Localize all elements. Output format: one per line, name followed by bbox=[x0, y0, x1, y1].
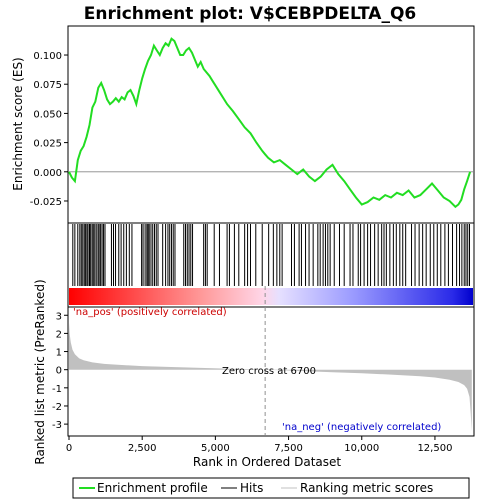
metric-x-axis-label: Rank in Ordered Dataset bbox=[193, 455, 341, 469]
zero-cross-label: Zero cross at 6700 bbox=[222, 366, 316, 377]
legend-label-ranking-metric: Ranking metric scores bbox=[300, 481, 433, 495]
metric-y-tick-label: 1 bbox=[56, 348, 62, 359]
metric-x-tick-label: 2,500 bbox=[128, 443, 157, 454]
legend-label-hits: Hits bbox=[240, 481, 263, 495]
hits-panel bbox=[68, 223, 474, 307]
legend-label-enrichment-profile: Enrichment profile bbox=[97, 481, 208, 495]
metric-y-tick-label: -3 bbox=[52, 420, 62, 431]
es-y-tick-label: 0.100 bbox=[33, 51, 62, 62]
metric-y-tick-label: -2 bbox=[52, 402, 62, 413]
metric-y-tick-label: 0 bbox=[56, 366, 62, 377]
chart-title: Enrichment plot: V$CEBPDELTA_Q6 bbox=[84, 4, 416, 24]
positive-correlation-label: 'na_pos' (positively correlated) bbox=[73, 307, 227, 318]
es-y-tick-label: 0.075 bbox=[33, 80, 62, 91]
metric-y-axis-ticks: -3 -2 -1 0 1 2 3 bbox=[52, 311, 68, 431]
rank-colorbar bbox=[69, 288, 473, 305]
enrichment-score-panel: -0.025 0.000 0.025 0.050 0.075 0.100 Enrichme… bbox=[11, 26, 474, 223]
metric-x-tick-label: 5,000 bbox=[201, 443, 230, 454]
metric-x-tick-label: 0 bbox=[66, 443, 72, 454]
metric-y-tick-label: -1 bbox=[52, 384, 62, 395]
metric-y-axis-label: Ranked list metric (PreRanked) bbox=[33, 279, 47, 464]
es-y-tick-label: 0.000 bbox=[33, 168, 62, 179]
negative-correlation-label: 'na_neg' (negatively correlated) bbox=[282, 422, 441, 433]
metric-y-tick-label: 2 bbox=[56, 329, 62, 340]
es-y-tick-label: 0.050 bbox=[33, 109, 62, 120]
metric-x-tick-label: 12,500 bbox=[417, 443, 452, 454]
es-plot-frame bbox=[68, 26, 474, 223]
metric-y-tick-label: 3 bbox=[56, 311, 62, 322]
metric-x-tick-label: 10,000 bbox=[344, 443, 379, 454]
metric-x-tick-label: 7,500 bbox=[274, 443, 303, 454]
es-y-axis-ticks: -0.025 0.000 0.025 0.050 0.075 0.100 bbox=[30, 51, 68, 208]
metric-x-axis-ticks: 0 2,500 5,000 7,500 10,000 12,500 bbox=[66, 436, 453, 454]
legend: Enrichment profile Hits Ranking metric s… bbox=[73, 478, 469, 498]
es-y-axis-label: Enrichment score (ES) bbox=[11, 57, 25, 190]
es-y-tick-label: 0.025 bbox=[33, 139, 62, 150]
es-y-tick-label: -0.025 bbox=[30, 197, 62, 208]
